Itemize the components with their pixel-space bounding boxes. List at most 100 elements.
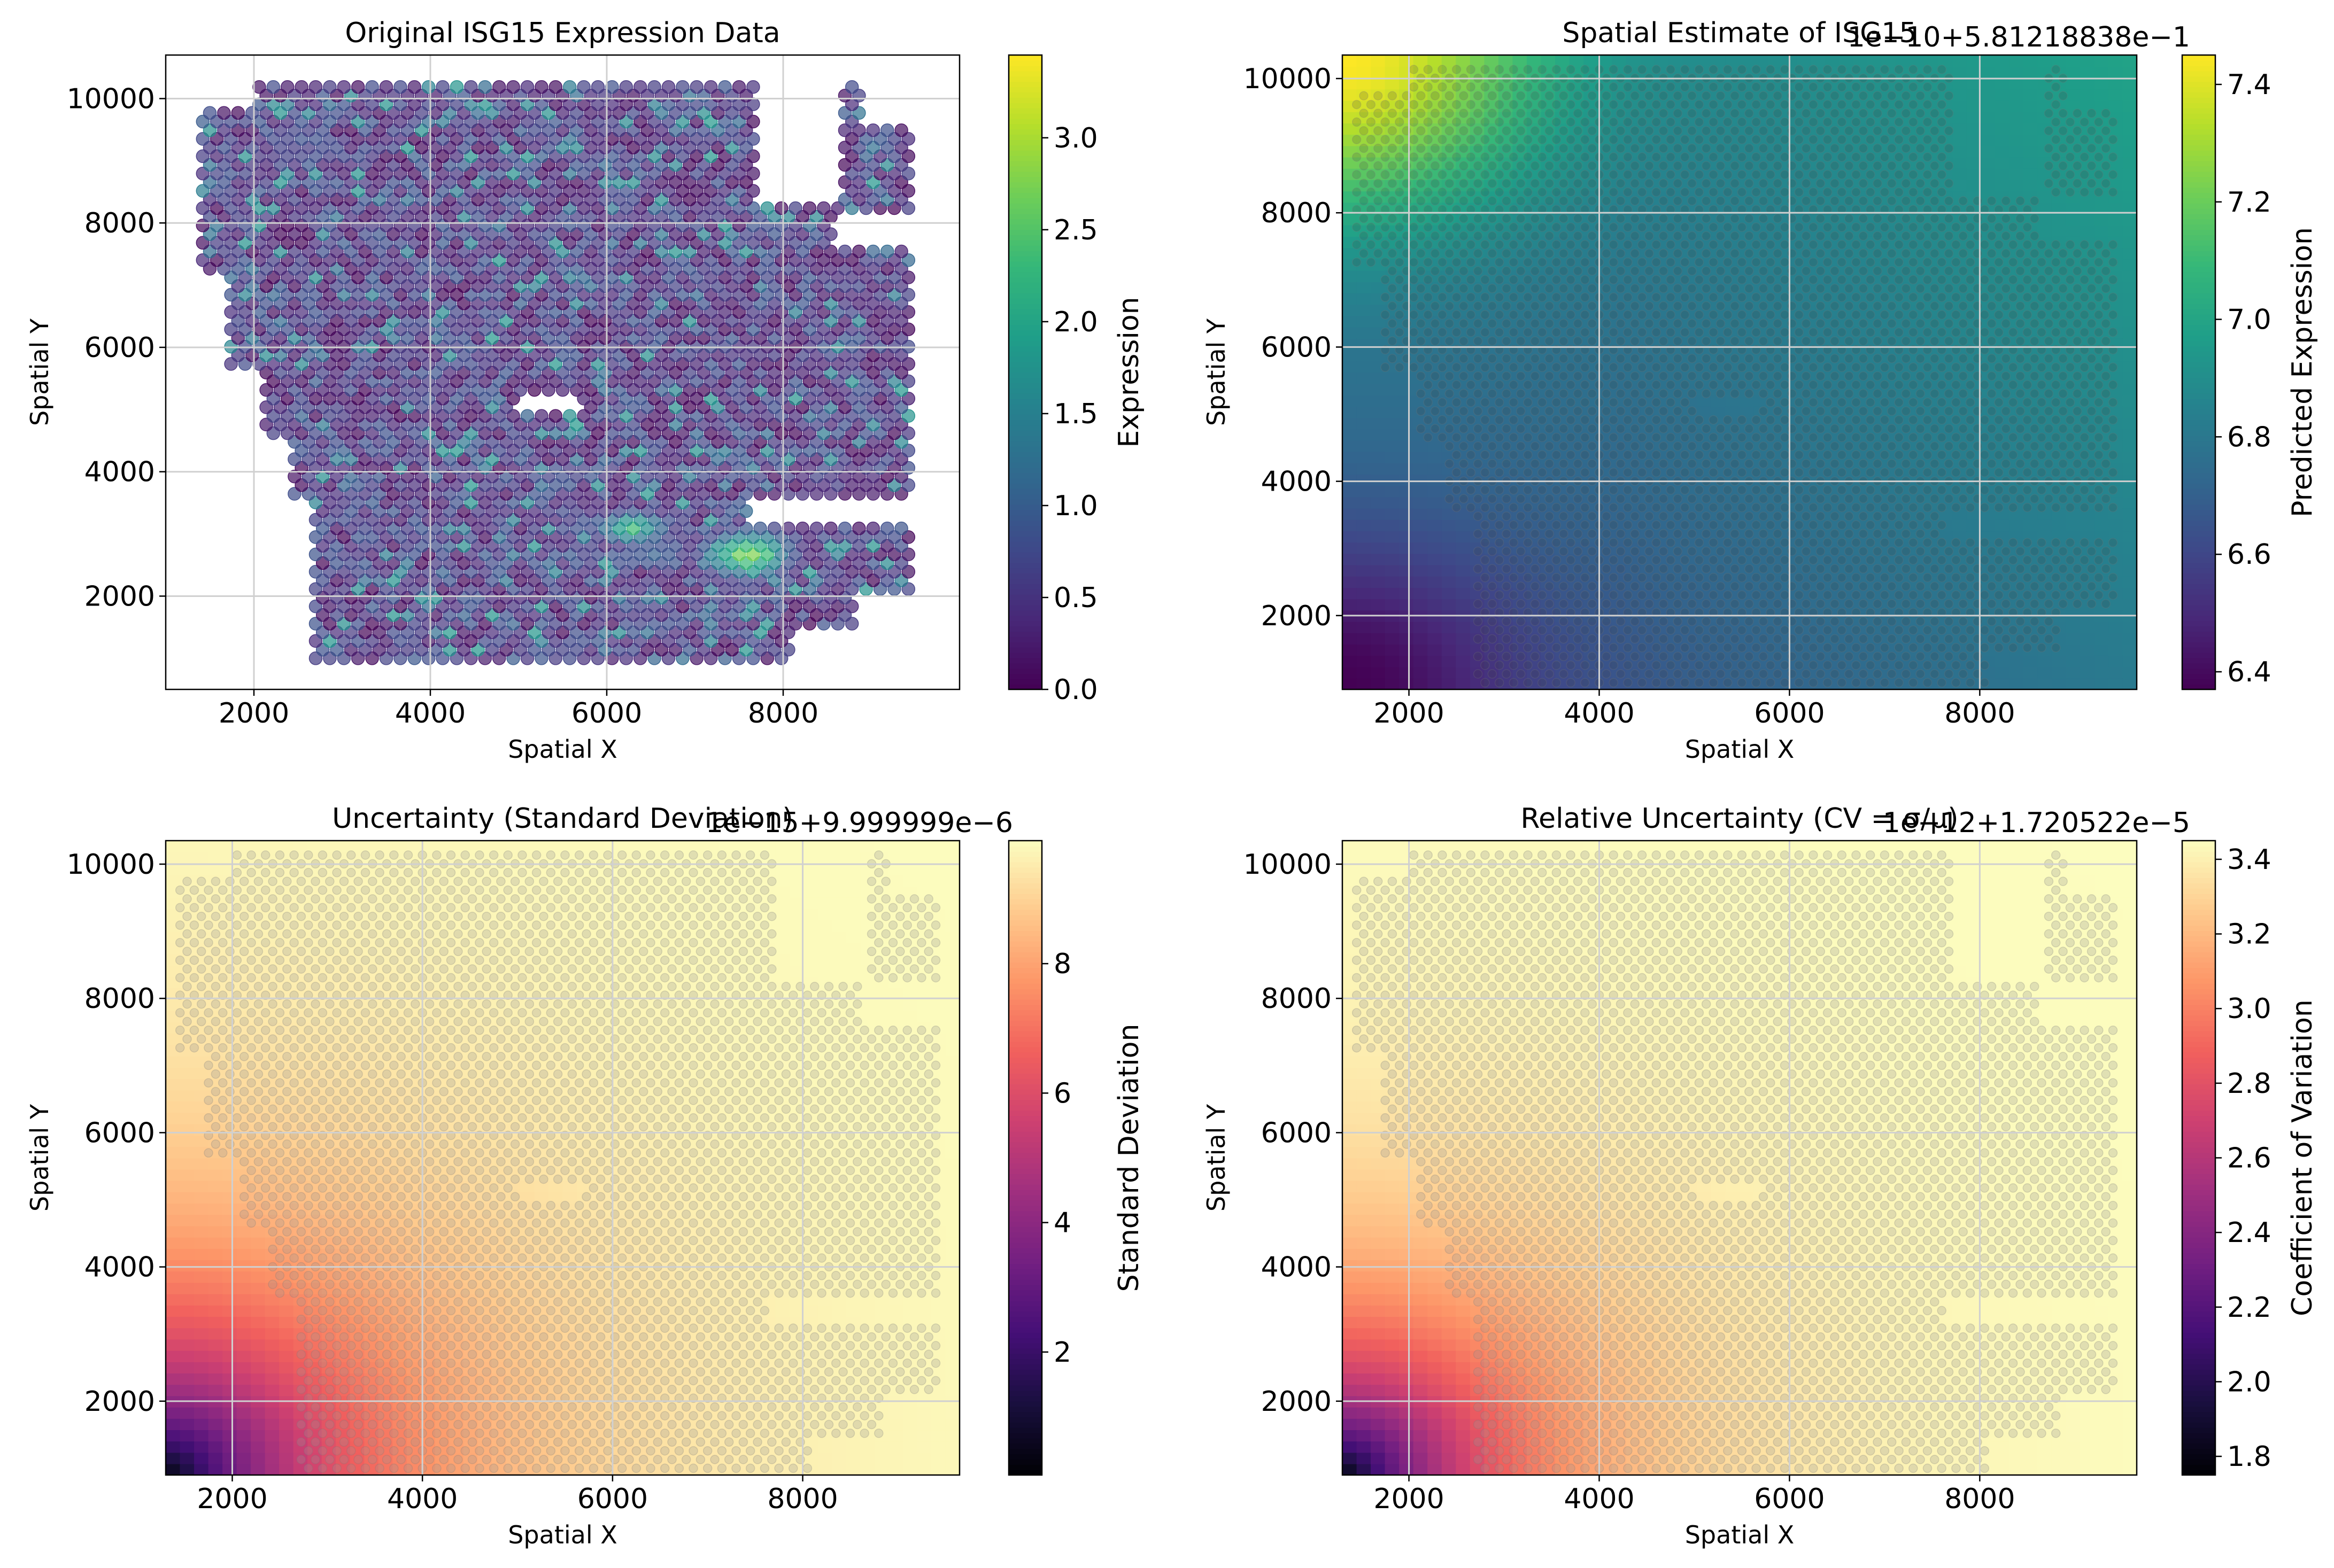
scatter-point bbox=[308, 80, 323, 94]
heatmap-cell bbox=[1470, 315, 1485, 328]
colorbar-segment bbox=[1009, 647, 1042, 653]
colorbar-segment bbox=[1009, 367, 1042, 373]
heatmap-cell bbox=[1441, 247, 1457, 260]
heatmap-cell bbox=[1427, 293, 1442, 305]
heatmap-cell bbox=[1484, 361, 1499, 373]
heatmap-cell bbox=[1399, 213, 1414, 226]
heatmap-cell bbox=[1385, 77, 1400, 90]
heatmap-cell bbox=[1456, 180, 1471, 192]
colorbar-tick-label: 0.5 bbox=[1054, 582, 1098, 614]
heatmap-cell bbox=[1342, 666, 1357, 679]
heatmap-cell bbox=[1498, 383, 1513, 395]
heatmap-cell bbox=[1441, 224, 1457, 237]
y-axis-label: Spatial Y bbox=[25, 318, 54, 426]
heatmap-cell bbox=[1470, 496, 1485, 509]
heatmap-cell bbox=[1456, 655, 1471, 667]
heatmap-cell bbox=[1484, 508, 1499, 520]
heatmap-cell bbox=[1342, 66, 1357, 79]
heatmap-cell bbox=[1498, 474, 1513, 486]
heatmap-cell bbox=[1484, 474, 1499, 486]
heatmap-cell bbox=[1342, 440, 1357, 452]
heatmap-cell bbox=[1456, 372, 1471, 384]
heatmap-cell bbox=[1356, 372, 1371, 384]
heatmap-cell bbox=[1427, 576, 1442, 588]
heatmap-cell bbox=[1470, 621, 1485, 633]
heatmap-cell bbox=[1441, 77, 1457, 90]
heatmap-cell bbox=[1498, 564, 1513, 577]
heatmap-cell bbox=[1342, 542, 1357, 554]
heatmap-cell bbox=[1456, 304, 1471, 316]
heatmap-cell bbox=[1399, 678, 1414, 689]
heatmap-cell bbox=[1356, 508, 1371, 520]
scatter-point bbox=[852, 522, 866, 535]
heatmap-cell bbox=[1399, 134, 1414, 146]
colorbar-tick-label: 3.0 bbox=[1054, 122, 1098, 154]
heatmap-cell bbox=[1342, 281, 1357, 293]
colorbar-frame bbox=[1008, 54, 1043, 690]
scatter-point bbox=[824, 522, 838, 535]
heatmap-cell bbox=[1427, 327, 1442, 339]
heatmap-cell bbox=[1484, 281, 1499, 293]
heatmap-cell bbox=[1498, 247, 1513, 260]
heatmap-cell bbox=[1427, 440, 1442, 452]
scatter-point bbox=[704, 80, 718, 94]
heatmap-cell bbox=[1413, 383, 1428, 395]
heatmap-cell bbox=[1427, 180, 1442, 192]
heatmap-cell bbox=[1356, 451, 1371, 463]
heatmap-cell bbox=[1484, 440, 1499, 452]
heatmap-cell bbox=[1413, 315, 1428, 328]
heatmap-cell bbox=[1342, 394, 1357, 407]
heatmap-cell bbox=[1470, 55, 1485, 67]
heatmap-cell bbox=[1498, 666, 1513, 679]
heatmap-cell bbox=[1427, 77, 1442, 90]
heatmap-cell bbox=[1456, 451, 1471, 463]
heatmap-cell bbox=[1427, 361, 1442, 373]
heatmap-cell bbox=[1427, 485, 1442, 498]
heatmap-cell bbox=[1456, 678, 1471, 689]
scatter-point bbox=[866, 123, 880, 137]
colorbar-tick-label: 1.5 bbox=[1054, 398, 1098, 430]
heatmap-cell bbox=[1441, 361, 1457, 373]
heatmap-cell bbox=[1356, 485, 1371, 498]
heatmap-cell bbox=[1427, 168, 1442, 180]
colorbar-segment bbox=[1009, 224, 1042, 230]
heatmap-cell bbox=[1385, 327, 1400, 339]
heatmap-cell bbox=[1427, 429, 1442, 441]
colorbar-segment bbox=[1009, 509, 1042, 516]
heatmap-cell bbox=[1484, 564, 1499, 577]
heatmap-cell bbox=[1484, 89, 1499, 101]
heatmap-cell bbox=[1427, 383, 1442, 395]
scatter-point bbox=[217, 106, 231, 120]
heatmap-cell bbox=[1385, 440, 1400, 452]
scatter-point bbox=[520, 409, 535, 423]
scatter-point bbox=[661, 80, 676, 94]
heatmap-cell bbox=[1356, 678, 1371, 689]
heatmap-cell bbox=[1441, 89, 1457, 101]
heatmap-cell bbox=[1356, 666, 1371, 679]
heatmap-cell bbox=[1385, 474, 1400, 486]
heatmap-cell bbox=[1399, 281, 1414, 293]
heatmap-cell bbox=[1456, 383, 1471, 395]
heatmap-cell bbox=[1413, 621, 1428, 633]
y-tick-label: 8000 bbox=[84, 207, 155, 239]
heatmap-cell bbox=[1399, 587, 1414, 600]
heatmap-cell bbox=[1441, 145, 1457, 158]
heatmap-cell bbox=[1470, 180, 1485, 192]
colorbar-segment bbox=[1009, 383, 1042, 389]
heatmap-cell bbox=[1441, 180, 1457, 192]
heatmap-cell bbox=[1427, 111, 1442, 123]
heatmap-cell bbox=[1427, 270, 1442, 282]
heatmap-cell bbox=[1356, 247, 1371, 260]
heatmap-cell bbox=[1371, 417, 1386, 430]
heatmap-cell bbox=[1356, 77, 1371, 90]
heatmap-cell bbox=[1484, 621, 1499, 633]
heatmap-cell bbox=[1371, 666, 1386, 679]
heatmap-cell bbox=[1399, 599, 1414, 611]
heatmap-cell bbox=[1484, 270, 1499, 282]
heatmap-cell bbox=[1456, 519, 1471, 532]
heatmap-cell bbox=[1413, 678, 1428, 689]
heatmap-cell bbox=[1371, 542, 1386, 554]
heatmap-cell bbox=[1399, 394, 1414, 407]
heatmap-cell bbox=[1385, 655, 1400, 667]
heatmap-cell bbox=[1413, 633, 1428, 645]
